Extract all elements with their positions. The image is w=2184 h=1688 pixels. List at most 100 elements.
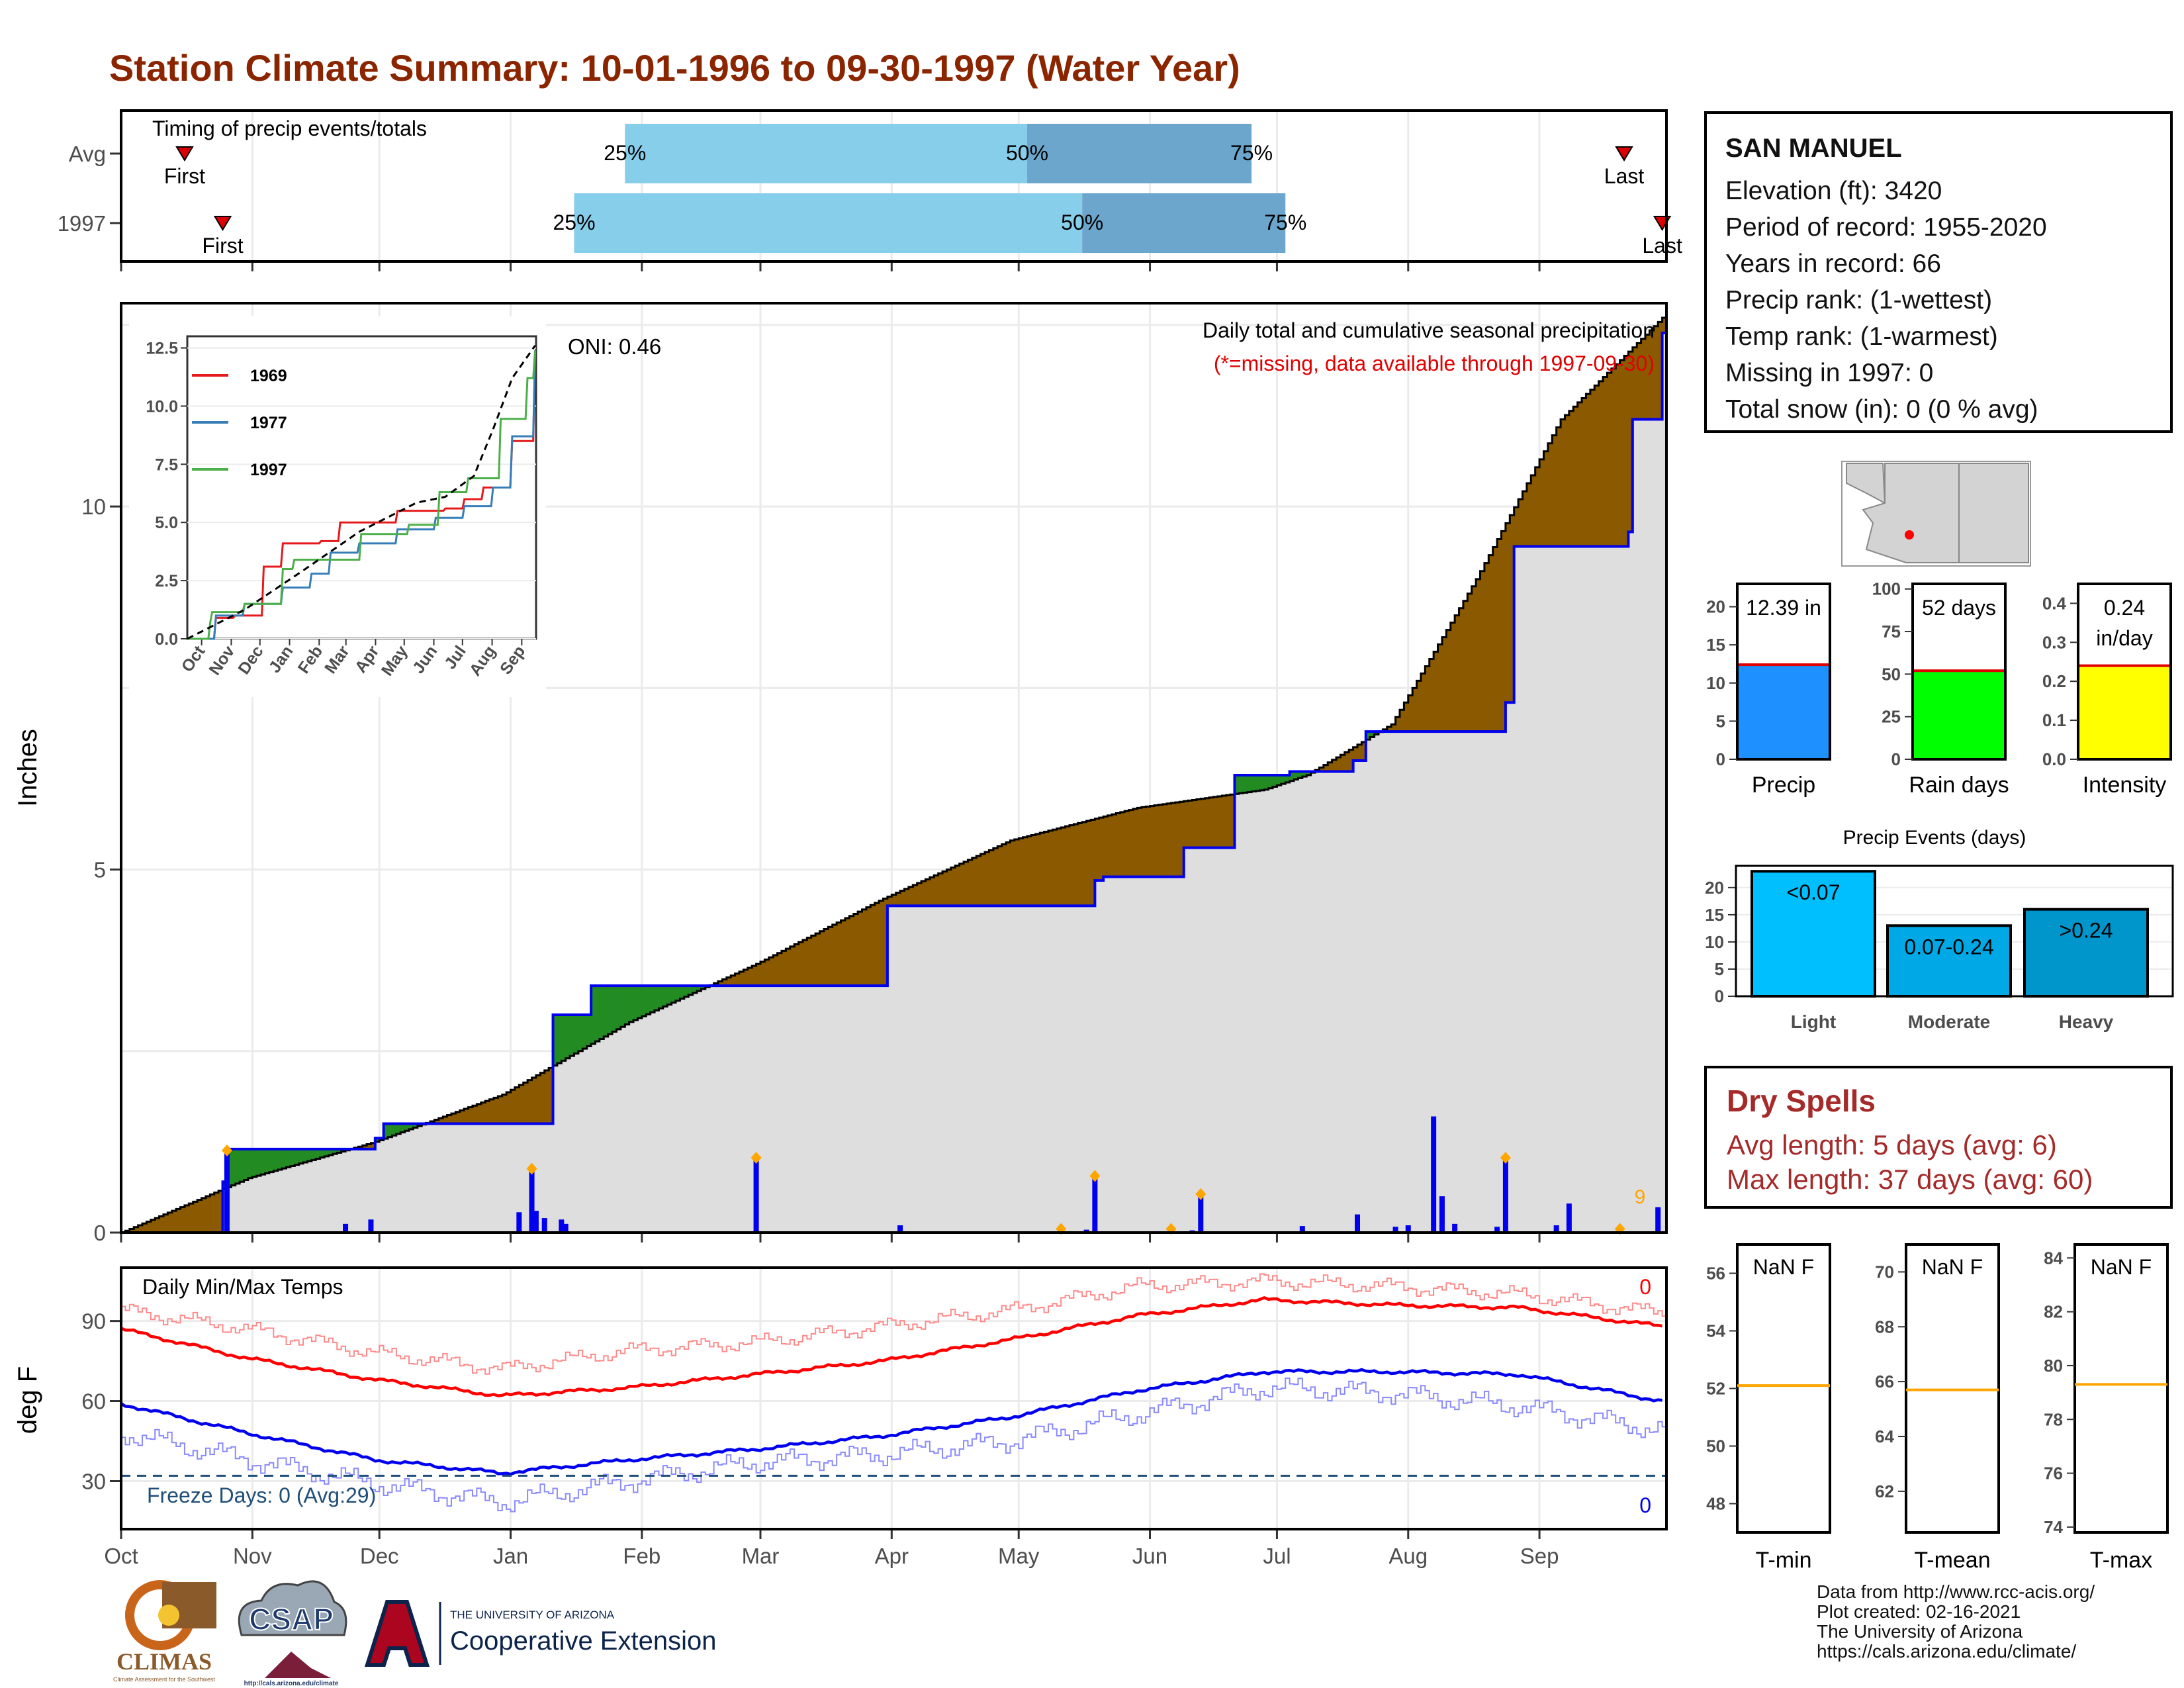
tstat-y-tick: 56 xyxy=(1706,1264,1725,1284)
deficit-fill xyxy=(1201,798,1206,848)
event-marker xyxy=(751,1152,762,1164)
deficit-fill xyxy=(1217,796,1222,848)
deficit-fill xyxy=(1501,531,1506,732)
inset-legend-label: 1997 xyxy=(250,461,287,479)
tstat-y-tick: 68 xyxy=(1875,1317,1894,1336)
timing-q75-label: 75% xyxy=(1264,211,1306,234)
surplus-fill xyxy=(269,1149,274,1172)
deficit-fill xyxy=(535,1075,541,1124)
deficit-fill xyxy=(1594,385,1600,547)
surplus-fill xyxy=(290,1149,295,1166)
observed-area xyxy=(121,332,1666,1233)
deficit-fill xyxy=(1603,377,1608,547)
surplus-fill xyxy=(599,986,604,1039)
surplus-fill xyxy=(586,1014,592,1047)
deficit-fill xyxy=(1344,752,1349,772)
deficit-fill xyxy=(150,1219,156,1233)
temperature-series-line xyxy=(120,1368,1662,1476)
y-tick-label: 90 xyxy=(81,1309,106,1334)
tstat-frame xyxy=(2073,1243,2169,1534)
deficit-fill xyxy=(1645,334,1651,420)
average-cumulative-line xyxy=(121,316,1666,1234)
deficit-fill xyxy=(1162,804,1167,877)
deficit-fill xyxy=(950,867,956,906)
daily-precip-bar xyxy=(1355,1214,1360,1233)
x-tick-label: Nov xyxy=(233,1544,272,1568)
surplus-fill xyxy=(1302,771,1307,777)
deficit-fill xyxy=(1124,811,1130,877)
precip-summary-bars: 12.39 in 0 5 10 15 20 Precip 52 days 0 25 50 75 100 R… xyxy=(1706,579,2172,798)
deficit-fill xyxy=(1014,839,1019,906)
x-tick-label: Apr xyxy=(875,1544,909,1568)
deficit-fill xyxy=(1535,467,1540,547)
deficit-fill xyxy=(1420,673,1426,732)
surplus-fill xyxy=(320,1149,325,1158)
events-y-tick: 10 xyxy=(1705,932,1724,952)
temperature-summary-charts: NaN F 48 50 52 54 56 T-min NaN F 62 64 66 68 70 T-mea… xyxy=(1706,1243,2169,1573)
credit-line: https://cals.arizona.edu/climate/ xyxy=(1817,1641,2077,1662)
surplus-fill xyxy=(595,986,600,1042)
surplus-fill xyxy=(409,1123,414,1129)
daily-precip-bar xyxy=(541,1218,547,1233)
daily-precip-bar xyxy=(1198,1196,1204,1233)
x-tick-label: Jul xyxy=(1263,1544,1291,1568)
timing-title: Timing of precip events/totals xyxy=(152,117,427,140)
summary-y-tick: 0 xyxy=(1891,749,1901,769)
deficit-fill xyxy=(790,946,795,986)
deficit-fill xyxy=(815,933,821,986)
surplus-fill xyxy=(231,1149,236,1186)
event-marker xyxy=(1500,1152,1511,1164)
timing-q75-label: 75% xyxy=(1230,141,1273,165)
deficit-fill xyxy=(1179,802,1185,877)
tstat-y-tick: 66 xyxy=(1875,1372,1894,1391)
surplus-fill xyxy=(1247,774,1252,792)
deficit-fill xyxy=(443,1116,448,1124)
deficit-fill xyxy=(739,971,744,986)
deficit-fill xyxy=(1531,475,1536,547)
daily-precip-bar xyxy=(224,1152,230,1233)
temperature-panel: 30 60 90 Freeze Days: 0 (Avg:29) Daily Min/M… xyxy=(13,1266,1668,1568)
deficit-fill xyxy=(1090,820,1095,906)
surplus-fill xyxy=(282,1149,287,1169)
event-bar-label: <0.07 xyxy=(1787,880,1841,904)
deficit-fill xyxy=(1052,829,1058,906)
daily-precip-bar xyxy=(1452,1223,1458,1233)
summary-bar xyxy=(1914,671,2004,759)
deficit-fill xyxy=(913,884,918,906)
deficit-fill xyxy=(1450,622,1455,732)
deficit-fill xyxy=(849,915,854,986)
temp-border xyxy=(120,1266,1668,1530)
credit-line: Plot created: 02-16-2021 xyxy=(1817,1601,2021,1622)
deficit-fill xyxy=(874,903,880,986)
events-title: Precip Events (days) xyxy=(1843,827,2026,849)
deficit-fill xyxy=(129,1229,134,1233)
deficit-fill xyxy=(862,909,867,986)
deficit-fill xyxy=(1404,702,1409,732)
daily-precip-bar xyxy=(368,1219,374,1233)
event-bar xyxy=(1751,870,1876,998)
inset-legend-label: 1977 xyxy=(250,414,287,432)
surplus-fill xyxy=(692,986,698,994)
event-marker xyxy=(221,1145,232,1157)
deficit-fill xyxy=(1492,547,1498,732)
deficit-fill xyxy=(1425,666,1430,732)
surplus-fill xyxy=(413,1123,418,1128)
summary-bar-border xyxy=(2077,583,2172,761)
deficit-fill xyxy=(1323,765,1328,772)
deficit-fill xyxy=(176,1209,181,1233)
deficit-fill xyxy=(210,1194,215,1233)
deficit-fill xyxy=(972,858,977,906)
deficit-fill xyxy=(921,881,927,906)
deficit-fill xyxy=(1463,600,1468,732)
deficit-fill xyxy=(146,1221,152,1233)
summary-y-tick: 0.2 xyxy=(2042,671,2066,691)
deficit-fill xyxy=(197,1199,203,1233)
surplus-fill xyxy=(1255,774,1261,791)
precip-panel: 9 0 5 10 Inches Daily total and cumulative se… xyxy=(13,302,1668,1245)
deficit-fill xyxy=(1023,837,1028,906)
x-tick-label: Dec xyxy=(360,1544,399,1568)
deficit-fill xyxy=(1048,830,1053,906)
deficit-fill xyxy=(180,1207,185,1233)
last-event-marker xyxy=(1615,146,1633,162)
deficit-fill xyxy=(527,1080,533,1124)
